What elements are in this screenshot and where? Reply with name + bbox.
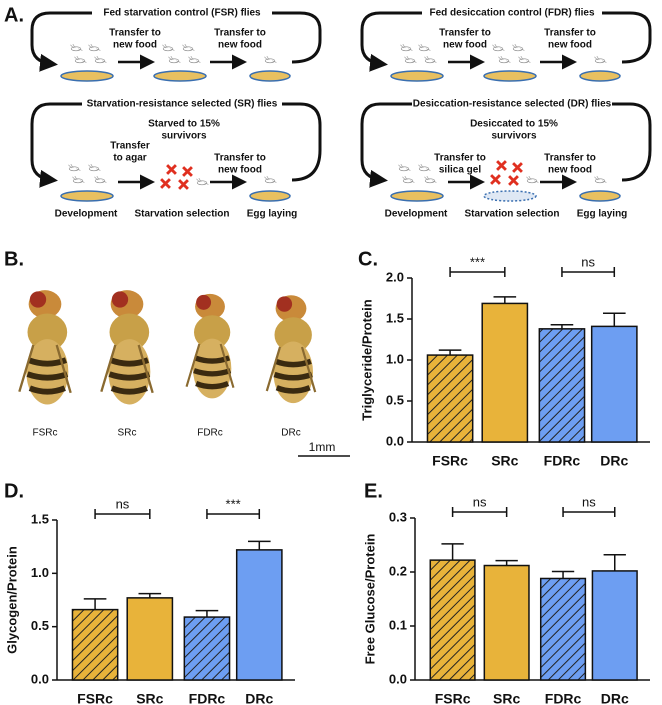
y-axis-label: Free Glucose/Protein (362, 534, 377, 665)
bar (183, 616, 231, 681)
y-tick-label: 0.0 (386, 433, 404, 448)
y-tick-label: 0.0 (389, 671, 407, 686)
y-axis-label: Triglyceride/Protein (359, 299, 374, 420)
bar (235, 549, 283, 681)
x-tick-label: FSRc (432, 453, 468, 469)
cycle-right-top: Fed desiccation control (FDR) flies Tran… (360, 5, 652, 82)
x-tick-label: DRc (245, 691, 273, 705)
x-tick-label: FDRc (545, 691, 582, 705)
significance-label: *** (470, 254, 485, 269)
x-tick-label: FDRc (544, 453, 581, 469)
y-tick-label: 0.0 (31, 671, 49, 686)
x-tick-label: DRc (600, 453, 628, 469)
significance-label: ns (116, 496, 130, 511)
step-label: Transfer to (109, 28, 161, 39)
stage-label: Development (385, 209, 448, 220)
significance-label: ns (473, 494, 487, 509)
step-label: new food (548, 165, 592, 176)
fly-label: DRc (281, 428, 300, 439)
bar (429, 559, 476, 681)
x-tick-label: FSRc (435, 691, 471, 705)
bar (538, 328, 586, 443)
significance-label: *** (226, 496, 241, 511)
fly-label: SRc (118, 428, 137, 439)
stage-label: Starvation selection (464, 209, 559, 220)
x-tick-label: SRc (493, 691, 520, 705)
step-label: Transfer to (214, 28, 266, 39)
significance-bracket (561, 267, 616, 277)
significance-bracket (94, 509, 151, 519)
step-label: Transfer to (434, 153, 486, 164)
bar (590, 325, 638, 443)
step-label: new food (218, 40, 262, 51)
scale-label: 1mm (309, 440, 336, 454)
y-tick-label: 0.5 (386, 392, 404, 407)
stage-label: Development (55, 209, 118, 220)
x-tick-label: FDRc (189, 691, 226, 705)
cycle-right-bottom: Desiccation-resistance selected (DR) fli… (360, 96, 652, 220)
y-tick-label: 1.5 (386, 310, 404, 325)
significance-bracket (449, 267, 506, 277)
cycle-left-top: Fed starvation control (FSR) flies Trans… (30, 5, 322, 82)
bar (426, 354, 474, 443)
significance-bracket (206, 509, 261, 519)
significance-label: ns (581, 254, 595, 269)
bar (126, 597, 174, 681)
fly-label: FSRc (33, 428, 58, 439)
cycle-left-bottom: Starvation-resistance selected (SR) flie… (30, 96, 322, 220)
step-label: Transfer to (544, 153, 596, 164)
significance-bracket (451, 507, 508, 517)
stage-label: Egg laying (247, 209, 298, 220)
y-tick-label: 0.1 (389, 617, 407, 632)
step-label: Starved to 15% (148, 119, 220, 130)
bar (539, 577, 587, 681)
step-label: new food (113, 40, 157, 51)
significance-label: ns (582, 494, 596, 509)
step-label: survivors (491, 131, 536, 142)
x-tick-label: FSRc (77, 691, 113, 705)
x-tick-label: DRc (601, 691, 629, 705)
y-axis-label: Glycogen/Protein (4, 546, 19, 654)
bar (483, 564, 530, 681)
y-tick-label: 1.5 (31, 511, 49, 526)
step-label: Transfer to (214, 153, 266, 164)
step-label: silica gel (439, 165, 481, 176)
fly-label: FDRc (197, 428, 223, 439)
panel-label: B. (4, 248, 24, 270)
panel-label: A. (4, 4, 24, 26)
cycle-title: Fed desiccation control (FDR) flies (429, 8, 594, 19)
step-label: Transfer to (439, 28, 491, 39)
stage-label: Starvation selection (134, 209, 229, 220)
bar (481, 302, 529, 443)
stage-label: Egg laying (577, 209, 628, 220)
x-tick-label: SRc (136, 691, 163, 705)
significance-bracket (562, 507, 616, 517)
cycle-title: Starvation-resistance selected (SR) flie… (87, 99, 278, 110)
y-tick-label: 0.2 (389, 563, 407, 578)
y-tick-label: 0.5 (31, 618, 49, 633)
y-tick-label: 1.0 (386, 351, 404, 366)
step-label: survivors (161, 131, 206, 142)
step-label: Desiccated to 15% (470, 119, 558, 130)
x-tick-label: SRc (491, 453, 518, 469)
cycle-title: Fed starvation control (FSR) flies (103, 8, 261, 19)
step-label: new food (548, 40, 592, 51)
panel-label: C. (358, 248, 378, 270)
y-tick-label: 2.0 (386, 269, 404, 284)
cycle-title: Desiccation-resistance selected (DR) fli… (413, 99, 612, 110)
step-label: Transfer to (544, 28, 596, 39)
panel-label: D. (4, 480, 24, 502)
y-tick-label: 0.3 (389, 509, 407, 524)
step-label: new food (443, 40, 487, 51)
step-label: new food (218, 165, 262, 176)
step-label: Transfer (110, 141, 150, 152)
bar (591, 570, 638, 681)
fly-photo (19, 290, 315, 404)
y-tick-label: 1.0 (31, 565, 49, 580)
panel-label: E. (364, 480, 383, 502)
step-label: to agar (113, 153, 146, 164)
bar (71, 608, 119, 681)
